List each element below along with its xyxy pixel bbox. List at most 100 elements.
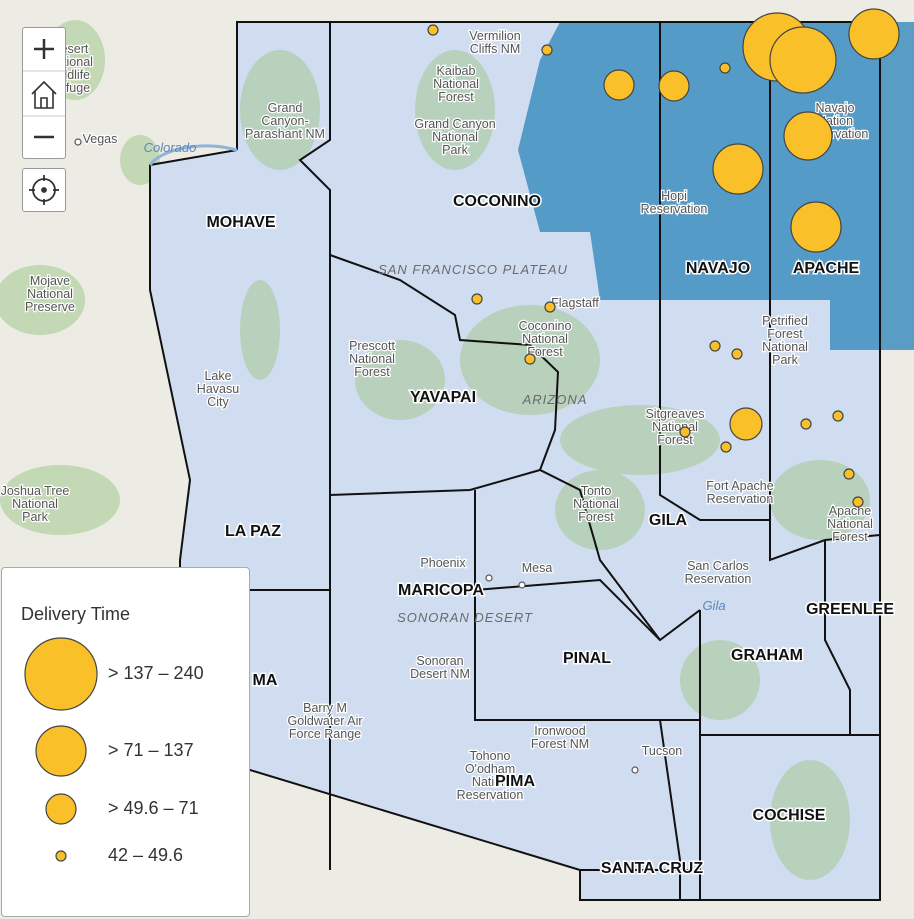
place-label: Coconino bbox=[519, 319, 572, 333]
place-label: Barry M bbox=[303, 701, 347, 715]
river bbox=[148, 144, 238, 166]
county-label: YAVAPAI bbox=[410, 389, 476, 406]
place-label: Forest bbox=[767, 327, 803, 341]
town-dot bbox=[74, 138, 82, 146]
place-label: Tonto bbox=[581, 484, 612, 498]
place-label: Forest bbox=[354, 365, 390, 379]
place-label: National bbox=[432, 130, 478, 144]
place-label: National bbox=[652, 420, 698, 434]
place-label: Reservation bbox=[685, 572, 752, 586]
navajo-nation bbox=[518, 22, 914, 350]
zoom-icons bbox=[23, 39, 65, 139]
place-label: City bbox=[207, 395, 229, 409]
place-label: Goldwater Air bbox=[287, 714, 362, 728]
county-label: SANTA CRUZ bbox=[601, 860, 703, 877]
county-label: GRAHAM bbox=[731, 647, 803, 664]
delivery-point bbox=[471, 293, 483, 305]
place-label: Park bbox=[772, 353, 798, 367]
feature-label: SONORAN DESERT bbox=[397, 610, 533, 625]
place-label: Ironwood bbox=[534, 724, 585, 738]
legend-title: Delivery Time bbox=[21, 604, 130, 624]
legend-symbol bbox=[35, 725, 87, 777]
place-label: National bbox=[433, 77, 479, 91]
feature-label: SAN FRANCISCO PLATEAU bbox=[378, 262, 568, 277]
forest-areas bbox=[240, 50, 870, 880]
place-label: Nation bbox=[472, 775, 508, 789]
delivery-point bbox=[783, 111, 833, 161]
place-label: Force Range bbox=[289, 727, 361, 741]
delivery-point bbox=[852, 496, 864, 508]
delivery-point bbox=[679, 426, 691, 438]
delivery-point bbox=[848, 8, 900, 60]
place-label: Fort Apache bbox=[706, 479, 773, 493]
place-label: Petrified bbox=[762, 314, 808, 328]
place-label: Mesa bbox=[522, 561, 553, 575]
place-label: Forest bbox=[527, 345, 563, 359]
place-label: National bbox=[573, 497, 619, 511]
county-label: MOHAVE bbox=[206, 214, 275, 231]
place-label: Cliffs NM bbox=[470, 42, 520, 56]
locate-button[interactable] bbox=[22, 168, 66, 212]
place-label: Parashant NM bbox=[245, 127, 325, 141]
place-label: National bbox=[12, 497, 58, 511]
place-label: Havasu bbox=[197, 382, 239, 396]
place-label: O'odham bbox=[465, 762, 515, 776]
place-label: Park bbox=[22, 510, 48, 524]
county-labels: MOHAVE COCONINO NAVAJO APACHE YAVAPAI LA PAZ M… bbox=[205, 192, 896, 879]
legend-symbol bbox=[45, 793, 77, 825]
place-label: Forest bbox=[832, 530, 868, 544]
county-label: PINAL bbox=[563, 650, 611, 667]
legend-graphic: Delivery Time > 137 – 240 > 71 – 137 > 49.… bbox=[21, 604, 204, 865]
place-label: Park bbox=[442, 143, 468, 157]
delivery-point bbox=[427, 24, 439, 36]
feature-label: Gila bbox=[702, 598, 725, 613]
legend: Delivery Time > 137 – 240 > 71 – 137 > 49.… bbox=[1, 567, 250, 917]
delivery-point bbox=[720, 441, 732, 453]
county-label: PIMA bbox=[495, 773, 535, 790]
place-label: Apache bbox=[829, 504, 871, 518]
place-label: Desert NM bbox=[410, 667, 470, 681]
delivery-point bbox=[658, 70, 690, 102]
place-label: Reservation bbox=[707, 492, 774, 506]
county-borders bbox=[180, 22, 881, 900]
legend-label: 42 – 49.6 bbox=[108, 845, 183, 865]
legend-symbol bbox=[24, 637, 98, 711]
delivery-point bbox=[541, 44, 553, 56]
delivery-point bbox=[544, 301, 556, 313]
feature-labels: SAN FRANCISCO PLATEAU ARIZONA SONORAN DESE… bbox=[144, 140, 726, 625]
delivery-point bbox=[731, 348, 743, 360]
place-label: National bbox=[522, 332, 568, 346]
home-button[interactable] bbox=[31, 80, 57, 109]
place-label: Phoenix bbox=[420, 556, 466, 570]
place-label: Vermilion bbox=[469, 29, 520, 43]
place-label: Hopi bbox=[661, 189, 687, 203]
county-label: MARICOPA bbox=[398, 582, 484, 599]
county-label: COCHISE bbox=[753, 807, 826, 824]
feature-label: Colorado bbox=[144, 140, 197, 155]
place-label: National bbox=[762, 340, 808, 354]
place-label: Grand Canyon bbox=[414, 117, 495, 131]
legend-label: > 137 – 240 bbox=[108, 663, 204, 683]
delivery-point bbox=[729, 407, 763, 441]
place-label: Navajo bbox=[816, 101, 855, 115]
place-label: National bbox=[349, 352, 395, 366]
place-label: Vegas bbox=[83, 132, 118, 146]
zoom-control bbox=[22, 27, 66, 159]
place-label: Reservation bbox=[641, 202, 708, 216]
place-label: Mojave bbox=[30, 274, 70, 288]
place-label: Joshua Tree bbox=[1, 484, 70, 498]
place-label: Sitgreaves bbox=[645, 407, 704, 421]
county-label: GREENLEE bbox=[806, 601, 894, 618]
place-label: National bbox=[827, 517, 873, 531]
delivery-point bbox=[719, 62, 731, 74]
delivery-point bbox=[712, 143, 764, 195]
county-label: LA PAZ bbox=[225, 523, 281, 540]
place-label: Tucson bbox=[642, 744, 683, 758]
delivery-point bbox=[769, 26, 837, 94]
legend-label: > 49.6 – 71 bbox=[108, 798, 199, 818]
delivery-point bbox=[790, 201, 842, 253]
place-label: Prescott bbox=[349, 339, 395, 353]
county-label: MA bbox=[253, 672, 278, 689]
